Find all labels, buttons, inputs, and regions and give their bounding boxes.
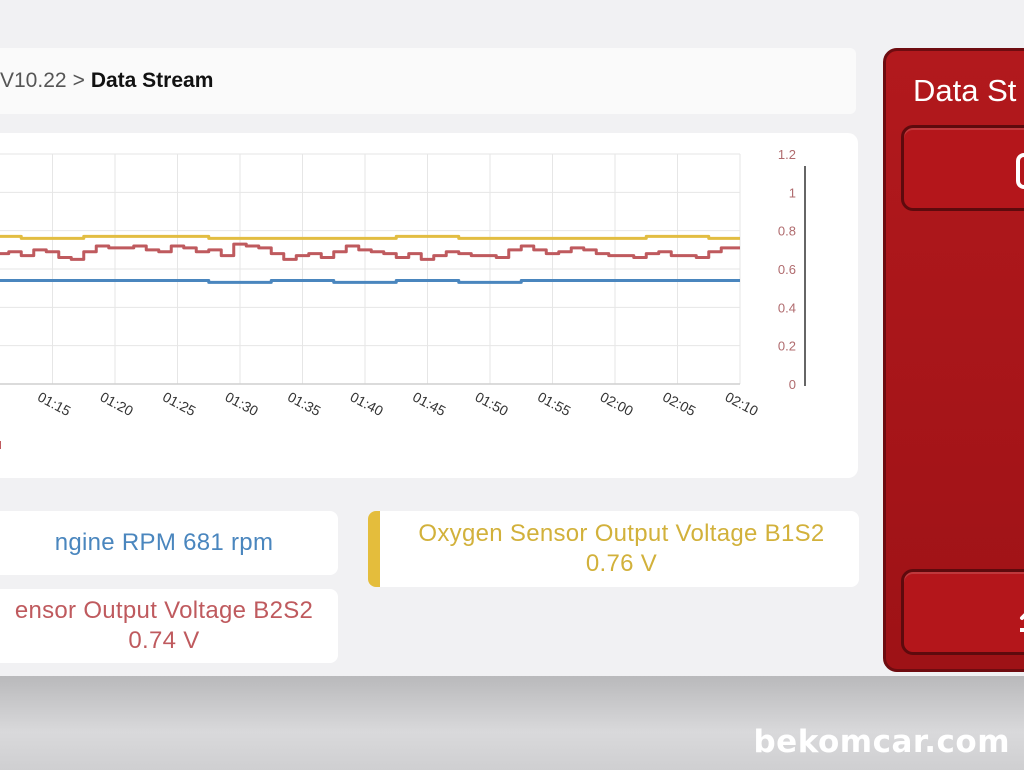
series-line-0 [0,234,740,240]
x-tick-label: 02:05 [660,389,699,420]
right-axis-tick-label: 1 [789,185,796,200]
right-axis-tick-label: 0.6 [778,262,796,277]
right-axis-tick-label: 0 [789,377,796,392]
watermark: bekomcar.com [753,724,1010,760]
readout-o2-b1s2-name: Oxygen Sensor Output Voltage B1S2 [418,520,825,547]
series-line-1 [0,242,740,261]
side-panel-title: Data St [913,73,1017,108]
chart-series [0,234,740,284]
legend-marker-red [0,441,1,449]
x-tick-label: 01:50 [473,389,512,420]
breadcrumb-separator: > [72,69,85,92]
x-tick-label: 01:20 [98,389,137,420]
breadcrumb-current: Data Stream [90,69,214,92]
side-panel: Data St [883,48,1024,672]
readout-o2-b1s2-value: 0.76 V [585,550,658,577]
data-stream-chart: 01:15 01:20 01:25 01:30 01:35 01:40 01:45 01:50… [0,147,806,449]
x-tick-label: 01:30 [223,389,262,420]
right-axis-tick-label: 1.2 [778,147,796,162]
x-tick-label: 01:55 [535,389,574,420]
x-tick-label: 01:45 [410,389,449,420]
back-arrow-icon [1020,613,1024,632]
x-tick-label: 01:35 [285,389,324,420]
series-line-2 [0,279,740,284]
readout-o2-b1s2[interactable]: Oxygen Sensor Output Voltage B1S2 0.76 V [368,511,859,587]
x-tick-label: 01:15 [35,389,74,420]
right-axis-tick-label: 0.4 [778,300,796,315]
side-action-button[interactable] [901,125,1024,211]
bottom-band [0,676,1024,770]
right-axis-tick-label: 0.2 [778,339,796,354]
right-axis-tick-label: 0.8 [778,224,796,239]
window-icon [1016,153,1024,189]
readout-o2-b2s2[interactable]: ensor Output Voltage B2S2 0.74 V [0,589,338,663]
x-tick-label: 02:10 [723,389,762,420]
readout-o2-b2s2-value: 0.74 V [128,627,200,654]
back-button[interactable] [901,569,1024,655]
breadcrumb-previous[interactable]: V10.22 [0,69,67,92]
x-axis-ticks: 01:15 01:20 01:25 01:30 01:35 01:40 01:45 01:50… [35,389,761,420]
selected-indicator [368,511,380,587]
right-axis-ticks: 1.2 1 0.8 0.6 0.4 0.2 0 [778,147,796,392]
x-tick-label: 02:00 [598,389,637,420]
chart-card: 01:15 01:20 01:25 01:30 01:35 01:40 01:45 01:50… [0,133,858,478]
readout-engine-rpm-label: ngine RPM 681 rpm [54,529,274,556]
breadcrumb: V10.22 > Data Stream [0,48,856,114]
readout-o2-b2s2-name: ensor Output Voltage B2S2 [14,597,314,624]
chart-grid [0,153,806,386]
readout-engine-rpm[interactable]: ngine RPM 681 rpm [0,511,338,575]
x-tick-label: 01:40 [348,389,387,420]
x-tick-label: 01:25 [160,389,199,420]
